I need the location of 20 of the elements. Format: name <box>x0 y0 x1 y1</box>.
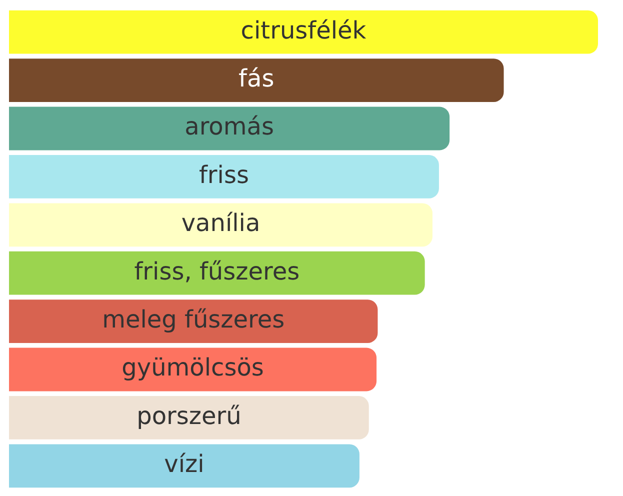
y-tick-label: vanília <box>181 209 260 238</box>
y-tick-label: gyümölcsös <box>122 354 264 382</box>
bar <box>9 300 378 343</box>
y-tick-label: meleg fűszeres <box>102 306 285 334</box>
bar <box>9 10 598 54</box>
y-tick-label: friss <box>198 160 249 189</box>
y-tick-label: vízi <box>164 450 204 478</box>
bar <box>9 203 432 247</box>
y-tick-label: fás <box>238 64 274 93</box>
bar <box>9 58 504 102</box>
bar <box>9 155 439 198</box>
bar <box>9 396 369 440</box>
bar <box>9 348 377 392</box>
y-tick-label: aromás <box>184 112 274 141</box>
y-tick-label: friss, fűszeres <box>134 257 300 286</box>
bar <box>9 444 360 488</box>
y-tick-label: porszerű <box>136 402 242 430</box>
bar <box>9 251 425 295</box>
y-tick-label: citrusfélék <box>240 16 366 44</box>
bar <box>9 106 450 150</box>
